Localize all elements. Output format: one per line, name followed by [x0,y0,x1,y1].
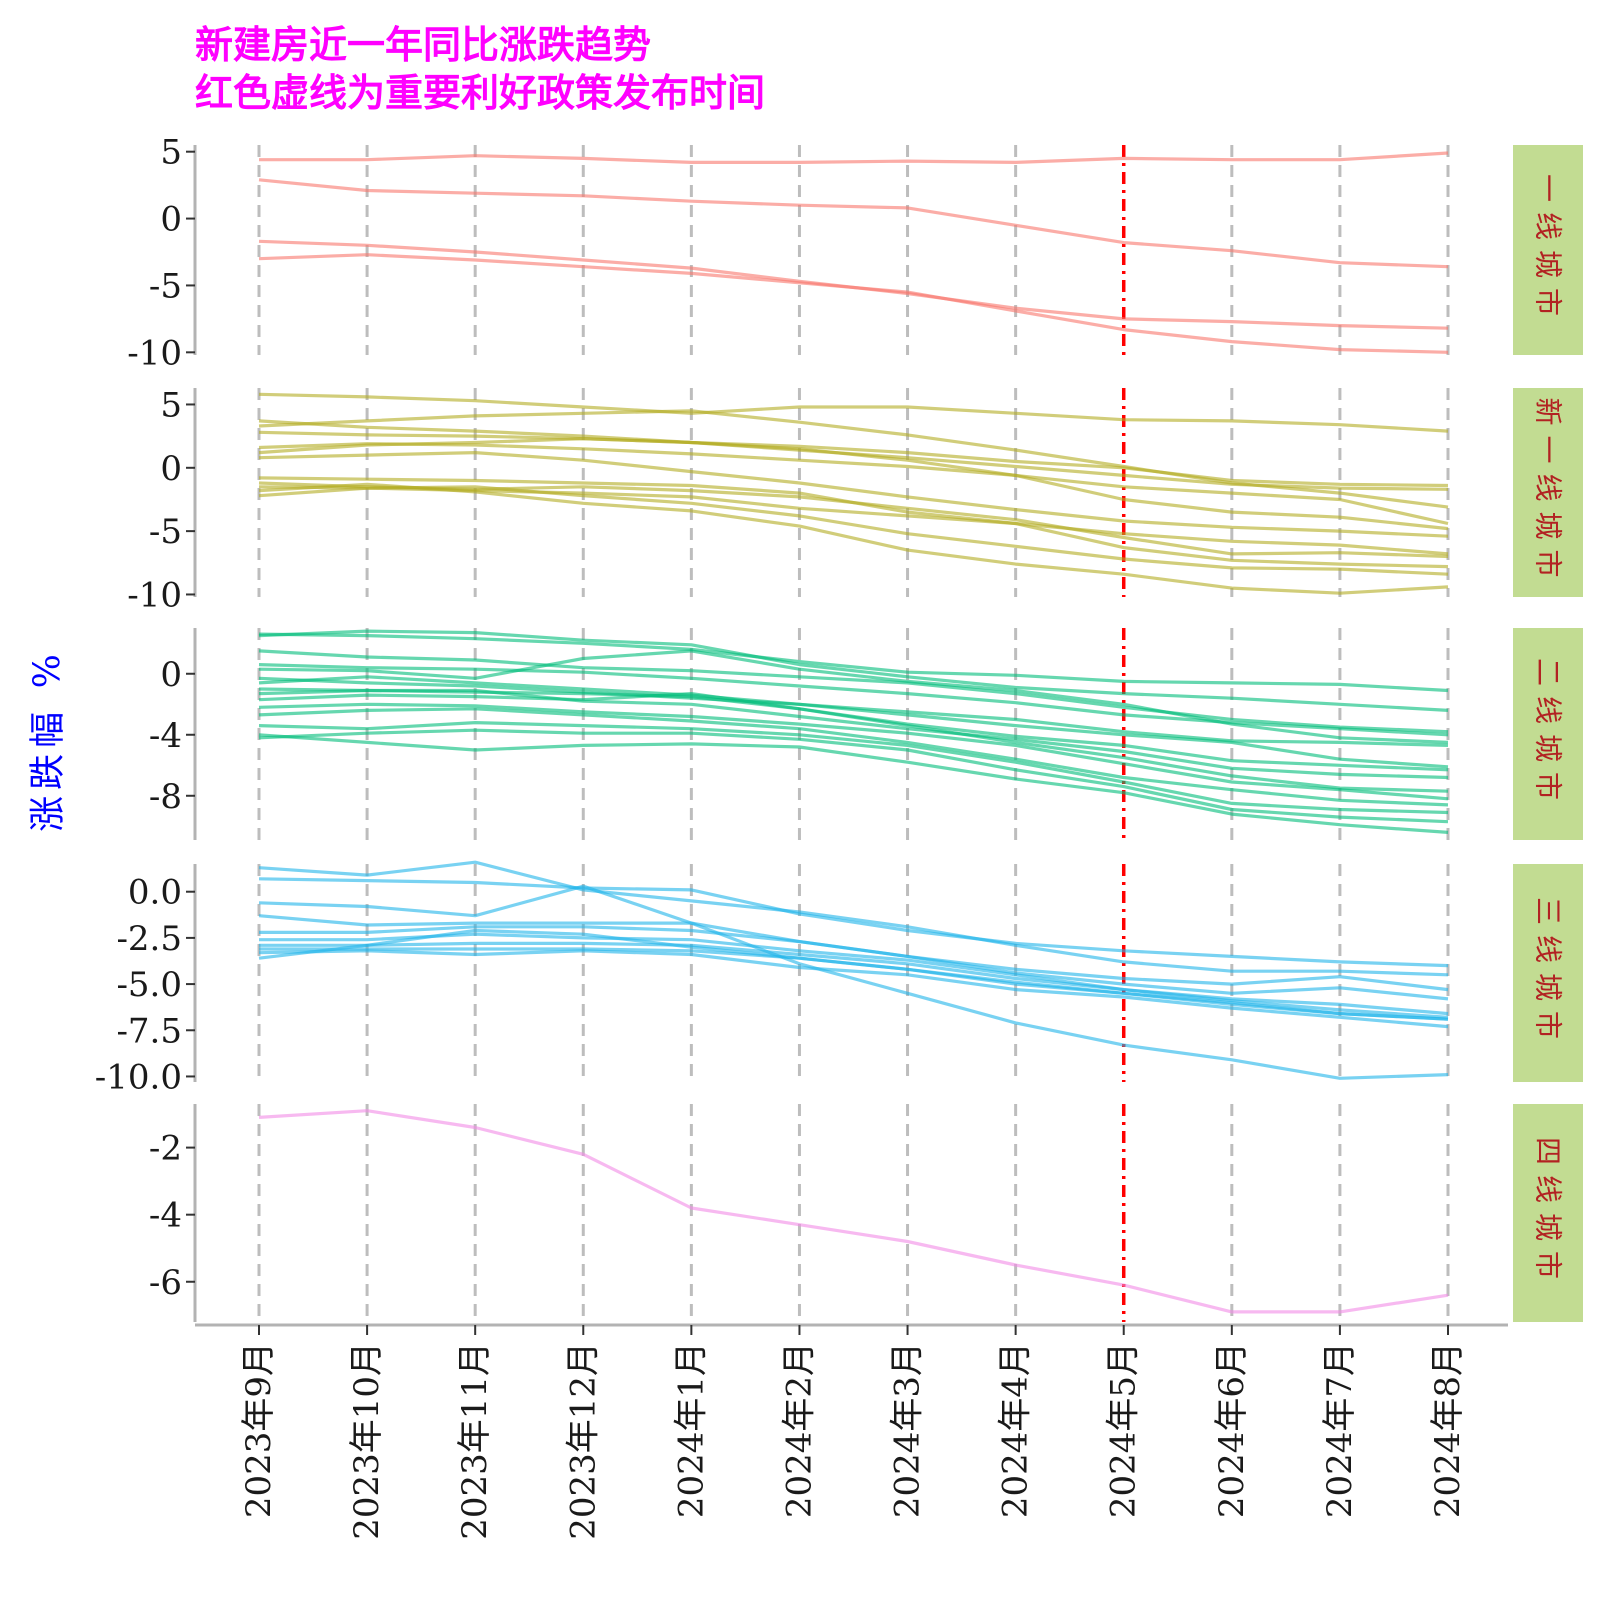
series-line [258,928,1449,1021]
series-line [258,1109,1449,1314]
facet-strip-label: 四线城市 [1532,1137,1565,1289]
series-line [258,649,1449,734]
facet-strip-label: 新一线城市 [1532,397,1565,587]
series-line [258,482,1449,595]
chart-subtitle: 红色虚线为重要利好政策发布时间 [195,71,766,115]
series-line [258,707,1449,807]
facet-strip-label: 二线城市 [1532,658,1565,810]
y-tick-label: -8 [149,777,182,817]
y-tick-label: -5.0 [116,965,182,1005]
y-tick-label: -2 [149,1129,182,1169]
series-line [258,688,1449,780]
y-tick-label: 0 [160,655,182,695]
x-tick-label: 2023年9月 [239,1342,279,1518]
facet-strip [1513,388,1583,597]
x-tick-label: 2024年1月 [671,1342,711,1518]
y-tick-label: 5 [160,385,182,425]
x-tick-label: 2023年10月 [347,1342,387,1540]
y-tick-label: 5 [160,133,182,173]
series-line [259,941,1449,1019]
series-line [258,884,1449,1080]
series-line [258,485,1449,576]
y-axis-title: 涨跌幅 % [28,648,69,832]
y-tick-label: -5 [149,266,182,306]
series-line [258,720,1449,815]
series-line [259,151,1449,164]
x-tick-label: 2024年8月 [1428,1342,1468,1518]
series-line [258,253,1449,354]
chart-title: 新建房近一年同比涨跌趋势 [195,23,652,67]
x-tick-label: 2024年4月 [996,1342,1036,1518]
x-tick-label: 2023年12月 [563,1342,603,1540]
series-line [258,437,1449,531]
x-tick-label: 2023年11月 [455,1342,495,1540]
series-line [258,442,1449,526]
series-line [258,702,1449,801]
series-line [258,451,1449,538]
series-line [259,925,1449,1001]
y-tick-label: -4 [149,716,182,756]
series-line [258,728,1449,824]
series-line [258,691,1449,793]
y-tick-label: -10.0 [95,1057,182,1097]
series-line [258,877,1449,968]
x-tick-label: 2024年5月 [1104,1342,1144,1518]
series-line [258,419,1449,488]
x-tick-label: 2024年3月 [888,1342,928,1518]
y-tick-label: -6 [149,1263,182,1303]
series-line [258,860,1449,977]
y-tick-label: 0.0 [128,873,182,913]
series-line [258,663,1449,737]
y-tick-label: -4 [149,1196,182,1236]
facet-strip-label: 一线城市 [1532,174,1565,326]
series-line [258,949,1449,1029]
facet-strip-label: 三线城市 [1532,897,1565,1049]
y-tick-label: 0 [160,200,182,240]
series-line [258,392,1449,433]
y-tick-label: -7.5 [116,1011,182,1051]
y-tick-label: 0 [160,449,182,489]
series-line [258,409,1449,509]
series-line [258,629,1449,712]
facet-strip [1513,1104,1583,1322]
series-line [258,178,1449,269]
y-tick-label: -5 [149,512,182,552]
facet-strip [1513,864,1583,1082]
x-tick-label: 2024年6月 [1212,1342,1252,1518]
facet-strip [1513,628,1583,840]
x-tick-label: 2024年7月 [1320,1342,1360,1518]
series-line [258,675,1449,769]
y-tick-label: -10 [127,333,182,373]
series-line [258,632,1449,693]
x-tick-label: 2024年2月 [779,1342,819,1518]
series-line [258,733,1449,834]
series-line [258,649,1449,744]
y-tick-label: -2.5 [116,919,182,959]
y-tick-label: -10 [127,575,182,615]
series-line [259,932,1449,1016]
facet-strip [1513,145,1583,355]
